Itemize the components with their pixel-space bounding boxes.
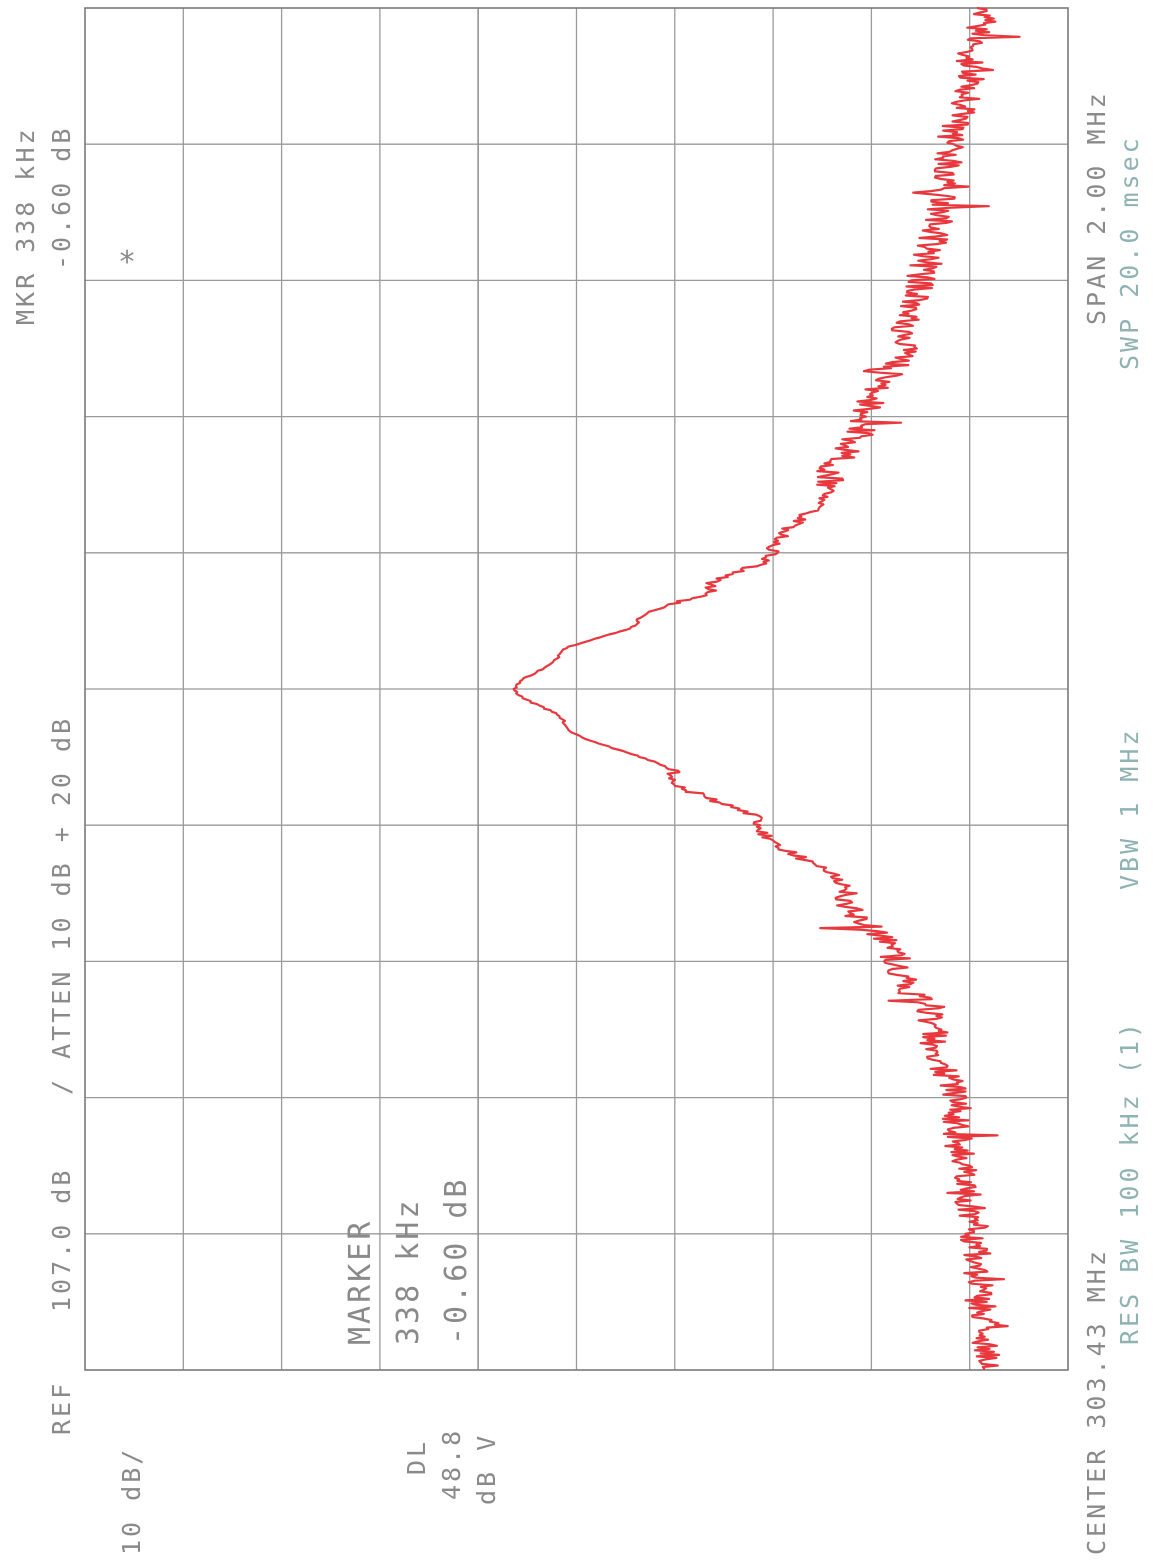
marker-symbol: * bbox=[118, 245, 139, 280]
span-label: SPAN 2.00 MHz bbox=[1082, 90, 1111, 325]
vbw-label: VBW 1 MHz bbox=[1115, 728, 1144, 890]
atten-label: / ATTEN 10 dB + 20 dB bbox=[47, 716, 76, 1095]
scale-label: 10 dB/ bbox=[117, 1447, 146, 1555]
ref-level-label: 107.0 dB bbox=[47, 1168, 76, 1312]
spectrum-trace bbox=[512, 6, 1021, 1371]
marker-box-level: -0.60 dB bbox=[439, 1177, 474, 1346]
marker-box-title: MARKER bbox=[343, 1219, 378, 1345]
res-bw-label: RES BW 100 kHz (1) bbox=[1115, 1020, 1144, 1345]
marker-value-label: -0.60 dB bbox=[47, 126, 76, 270]
display-line-unit: dB V bbox=[472, 1433, 501, 1505]
ref-label: REF bbox=[47, 1381, 76, 1435]
display-line-label: DL bbox=[402, 1439, 431, 1475]
sweep-time-label: SWP 20.0 msec bbox=[1115, 135, 1144, 370]
marker-box-freq: 338 kHz bbox=[391, 1198, 426, 1345]
center-frequency-label: CENTER 303.43 MHz bbox=[1082, 1248, 1111, 1555]
marker-readout-label: MKR 338 kHz bbox=[11, 126, 40, 325]
plot-frame bbox=[84, 7, 1069, 1371]
graticule bbox=[85, 8, 1068, 1370]
display-line-value: 48.8 bbox=[437, 1428, 466, 1500]
